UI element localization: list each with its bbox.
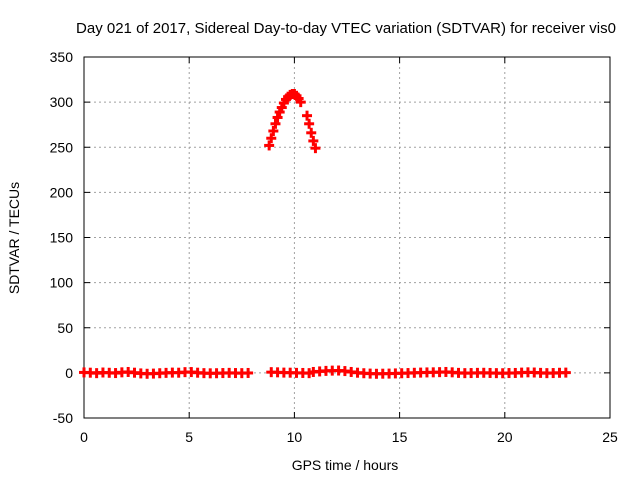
plot-frame xyxy=(83,56,611,419)
data-point xyxy=(295,97,306,108)
x-tick-label: 0 xyxy=(80,429,88,445)
data-point xyxy=(243,367,254,378)
x-axis-ticks: 0 5 10 15 20 25 xyxy=(80,57,618,445)
x-axis-label: GPS time / hours xyxy=(292,457,399,473)
data-point xyxy=(310,143,321,154)
data-point xyxy=(302,110,313,121)
data-point xyxy=(272,112,283,123)
x-tick-label: 5 xyxy=(185,429,193,445)
x-tick-label: 10 xyxy=(287,429,303,445)
chart-title: Day 021 of 2017, Sidereal Day-to-day VTE… xyxy=(76,20,616,37)
y-axis-label: SDTVAR / TECUs xyxy=(6,182,22,294)
y-tick-label: 150 xyxy=(50,230,74,246)
data-point xyxy=(304,118,315,129)
y-tick-label: 350 xyxy=(50,49,74,65)
data-point xyxy=(306,127,317,138)
data-point xyxy=(268,126,279,137)
data-point xyxy=(264,140,275,151)
y-tick-label: 0 xyxy=(65,365,73,381)
x-tick-label: 25 xyxy=(602,429,618,445)
y-tick-label: 50 xyxy=(57,320,73,336)
data-point xyxy=(560,367,571,378)
x-tick-label: 15 xyxy=(392,429,408,445)
data-point xyxy=(266,133,277,144)
y-tick-label: 300 xyxy=(50,94,74,110)
y-tick-label: 250 xyxy=(50,139,74,155)
x-tick-label: 20 xyxy=(497,429,513,445)
data-point xyxy=(308,135,319,146)
y-tick-label: 200 xyxy=(50,184,74,200)
data-points xyxy=(79,89,571,379)
y-axis-ticks: -50 0 50 100 150 200 250 300 350 xyxy=(50,49,610,426)
grid-lines xyxy=(84,57,610,418)
y-tick-label: -50 xyxy=(53,410,73,426)
y-tick-label: 100 xyxy=(50,275,74,291)
data-point xyxy=(270,118,281,129)
